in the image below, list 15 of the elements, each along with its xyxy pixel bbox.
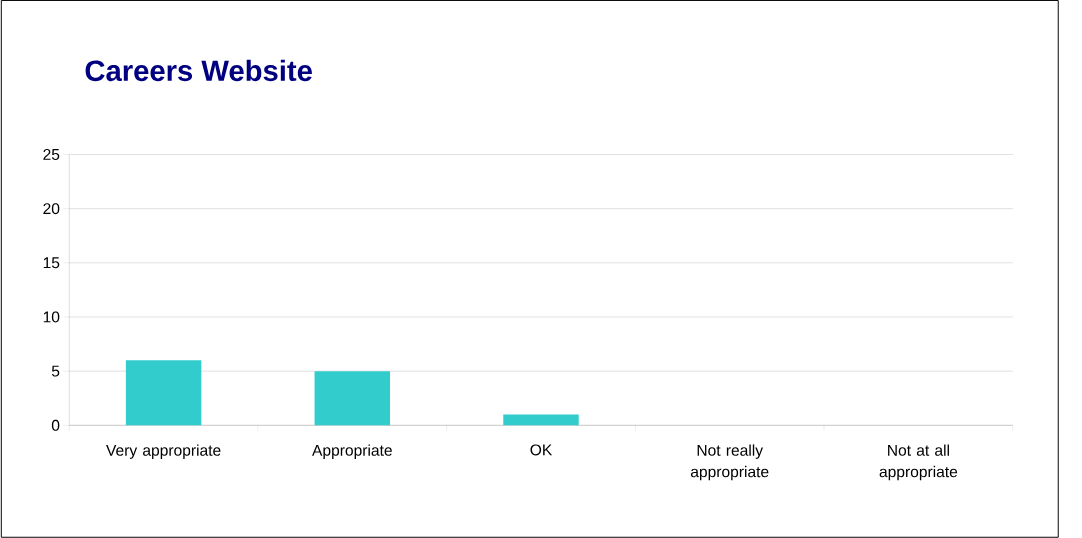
bar — [314, 371, 391, 426]
y-tick-label: 10 — [43, 311, 60, 323]
y-tick-label: 0 — [51, 419, 60, 431]
x-tick-label: Very appropriate — [106, 444, 221, 460]
y-tick-label: 20 — [43, 203, 60, 215]
x-tick-label: OK — [530, 444, 553, 456]
bar — [125, 360, 202, 426]
bar — [503, 414, 579, 426]
y-tick-label: 15 — [43, 257, 60, 269]
y-tick-label: 5 — [51, 365, 60, 377]
y-tick-label: 25 — [43, 149, 60, 161]
chart-title: Careers Website — [85, 59, 312, 82]
x-tick-label: Not really appropriate — [690, 444, 769, 481]
x-tick-label: Appropriate — [312, 444, 392, 460]
x-tick-label: Not at all appropriate — [879, 444, 958, 481]
